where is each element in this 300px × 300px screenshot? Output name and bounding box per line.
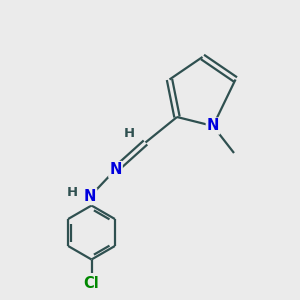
- Text: H: H: [123, 127, 135, 140]
- Text: H: H: [66, 185, 78, 199]
- Text: N: N: [207, 118, 219, 134]
- Text: N: N: [84, 189, 96, 204]
- Text: N: N: [109, 162, 122, 177]
- Text: Cl: Cl: [84, 276, 99, 291]
